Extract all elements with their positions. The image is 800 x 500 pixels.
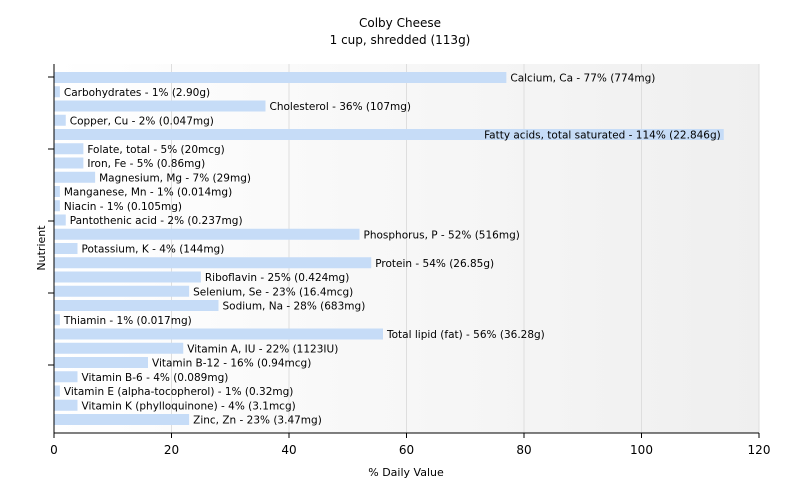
bar [54,100,266,112]
chart-title: Colby Cheese [359,16,441,30]
x-tick-label: 60 [399,443,414,457]
bar-label: Vitamin B-6 - 4% (0.089mg) [82,372,229,384]
x-tick-label: 0 [50,443,58,457]
bar [54,342,184,354]
bar-label: Selenium, Se - 23% (16.4mcg) [193,286,353,298]
bar [54,285,190,297]
bar [54,200,60,212]
x-tick-label: 80 [516,443,531,457]
bar [54,399,78,411]
bar [54,114,66,126]
chart-subtitle: 1 cup, shredded (113g) [330,33,471,47]
y-axis-title: Nutrient [35,225,48,271]
bar [54,143,84,155]
bar [54,171,96,183]
y-ticks-group [48,76,54,366]
bar [54,414,190,425]
bar [54,243,78,254]
bar [54,300,219,311]
bar-label: Sodium, Na - 28% (683mg) [223,301,366,313]
bar [54,371,78,383]
bar [54,385,60,397]
x-tick-label: 100 [630,443,653,457]
bar-label: Fatty acids, total saturated - 114% (22.… [484,130,721,142]
bar [54,328,383,340]
x-ticks-group: 0 20 40 60 80 100 120 [50,433,770,457]
bar [54,314,60,326]
bar-label: Vitamin A, IU - 22% (1123IU) [187,343,338,355]
bar-label: Protein - 54% (26.85g) [375,258,494,270]
bar-label: Calcium, Ca - 77% (774mg) [510,73,655,85]
bar-label: Phosphorus, P - 52% (516mg) [364,229,520,241]
bar-label: Vitamin K (phylloquinone) - 4% (3.1mcg) [82,400,296,412]
bar [54,357,148,368]
bar-label: Total lipid (fat) - 56% (36.28g) [386,329,545,341]
bar-label: Copper, Cu - 2% (0.047mg) [70,115,214,127]
bar-label: Vitamin E (alpha-tocopherol) - 1% (0.32m… [64,386,294,398]
bar [54,214,66,226]
bar-label: Vitamin B-12 - 16% (0.94mcg) [152,358,311,370]
x-tick-label: 120 [748,443,771,457]
bar [54,157,84,169]
bar-label: Carbohydrates - 1% (2.90g) [64,87,210,99]
x-tick-label: 20 [164,443,179,457]
grid-lines [171,64,760,433]
bar-label: Manganese, Mn - 1% (0.014mg) [64,187,232,199]
bar-label: Thiamin - 1% (0.017mg) [63,315,192,327]
bar-label: Magnesium, Mg - 7% (29mg) [99,172,251,184]
bar [54,129,724,140]
bar [54,86,60,98]
bar [54,72,507,83]
bar [54,257,372,269]
bar-label: Zinc, Zn - 23% (3.47mg) [193,415,322,427]
bar-label: Potassium, K - 4% (144mg) [82,244,225,256]
x-axis-title: % Daily Value [368,466,444,479]
bar-labels-group: Calcium, Ca - 77% (774mg) Carbohydrates -… [63,73,721,427]
bar-label: Folate, total - 5% (20mcg) [87,144,224,156]
bar-label: Cholesterol - 36% (107mg) [270,101,412,113]
bar [54,271,201,283]
bar-label: Iron, Fe - 5% (0.86mg) [87,158,205,170]
bar-label: Pantothenic acid - 2% (0.237mg) [70,215,243,227]
bar [54,228,360,240]
bar [54,186,60,197]
bars-group [54,72,724,425]
bar-label: Niacin - 1% (0.105mg) [64,201,182,213]
bar-label: Riboflavin - 25% (0.424mg) [205,272,349,284]
x-tick-label: 40 [281,443,296,457]
